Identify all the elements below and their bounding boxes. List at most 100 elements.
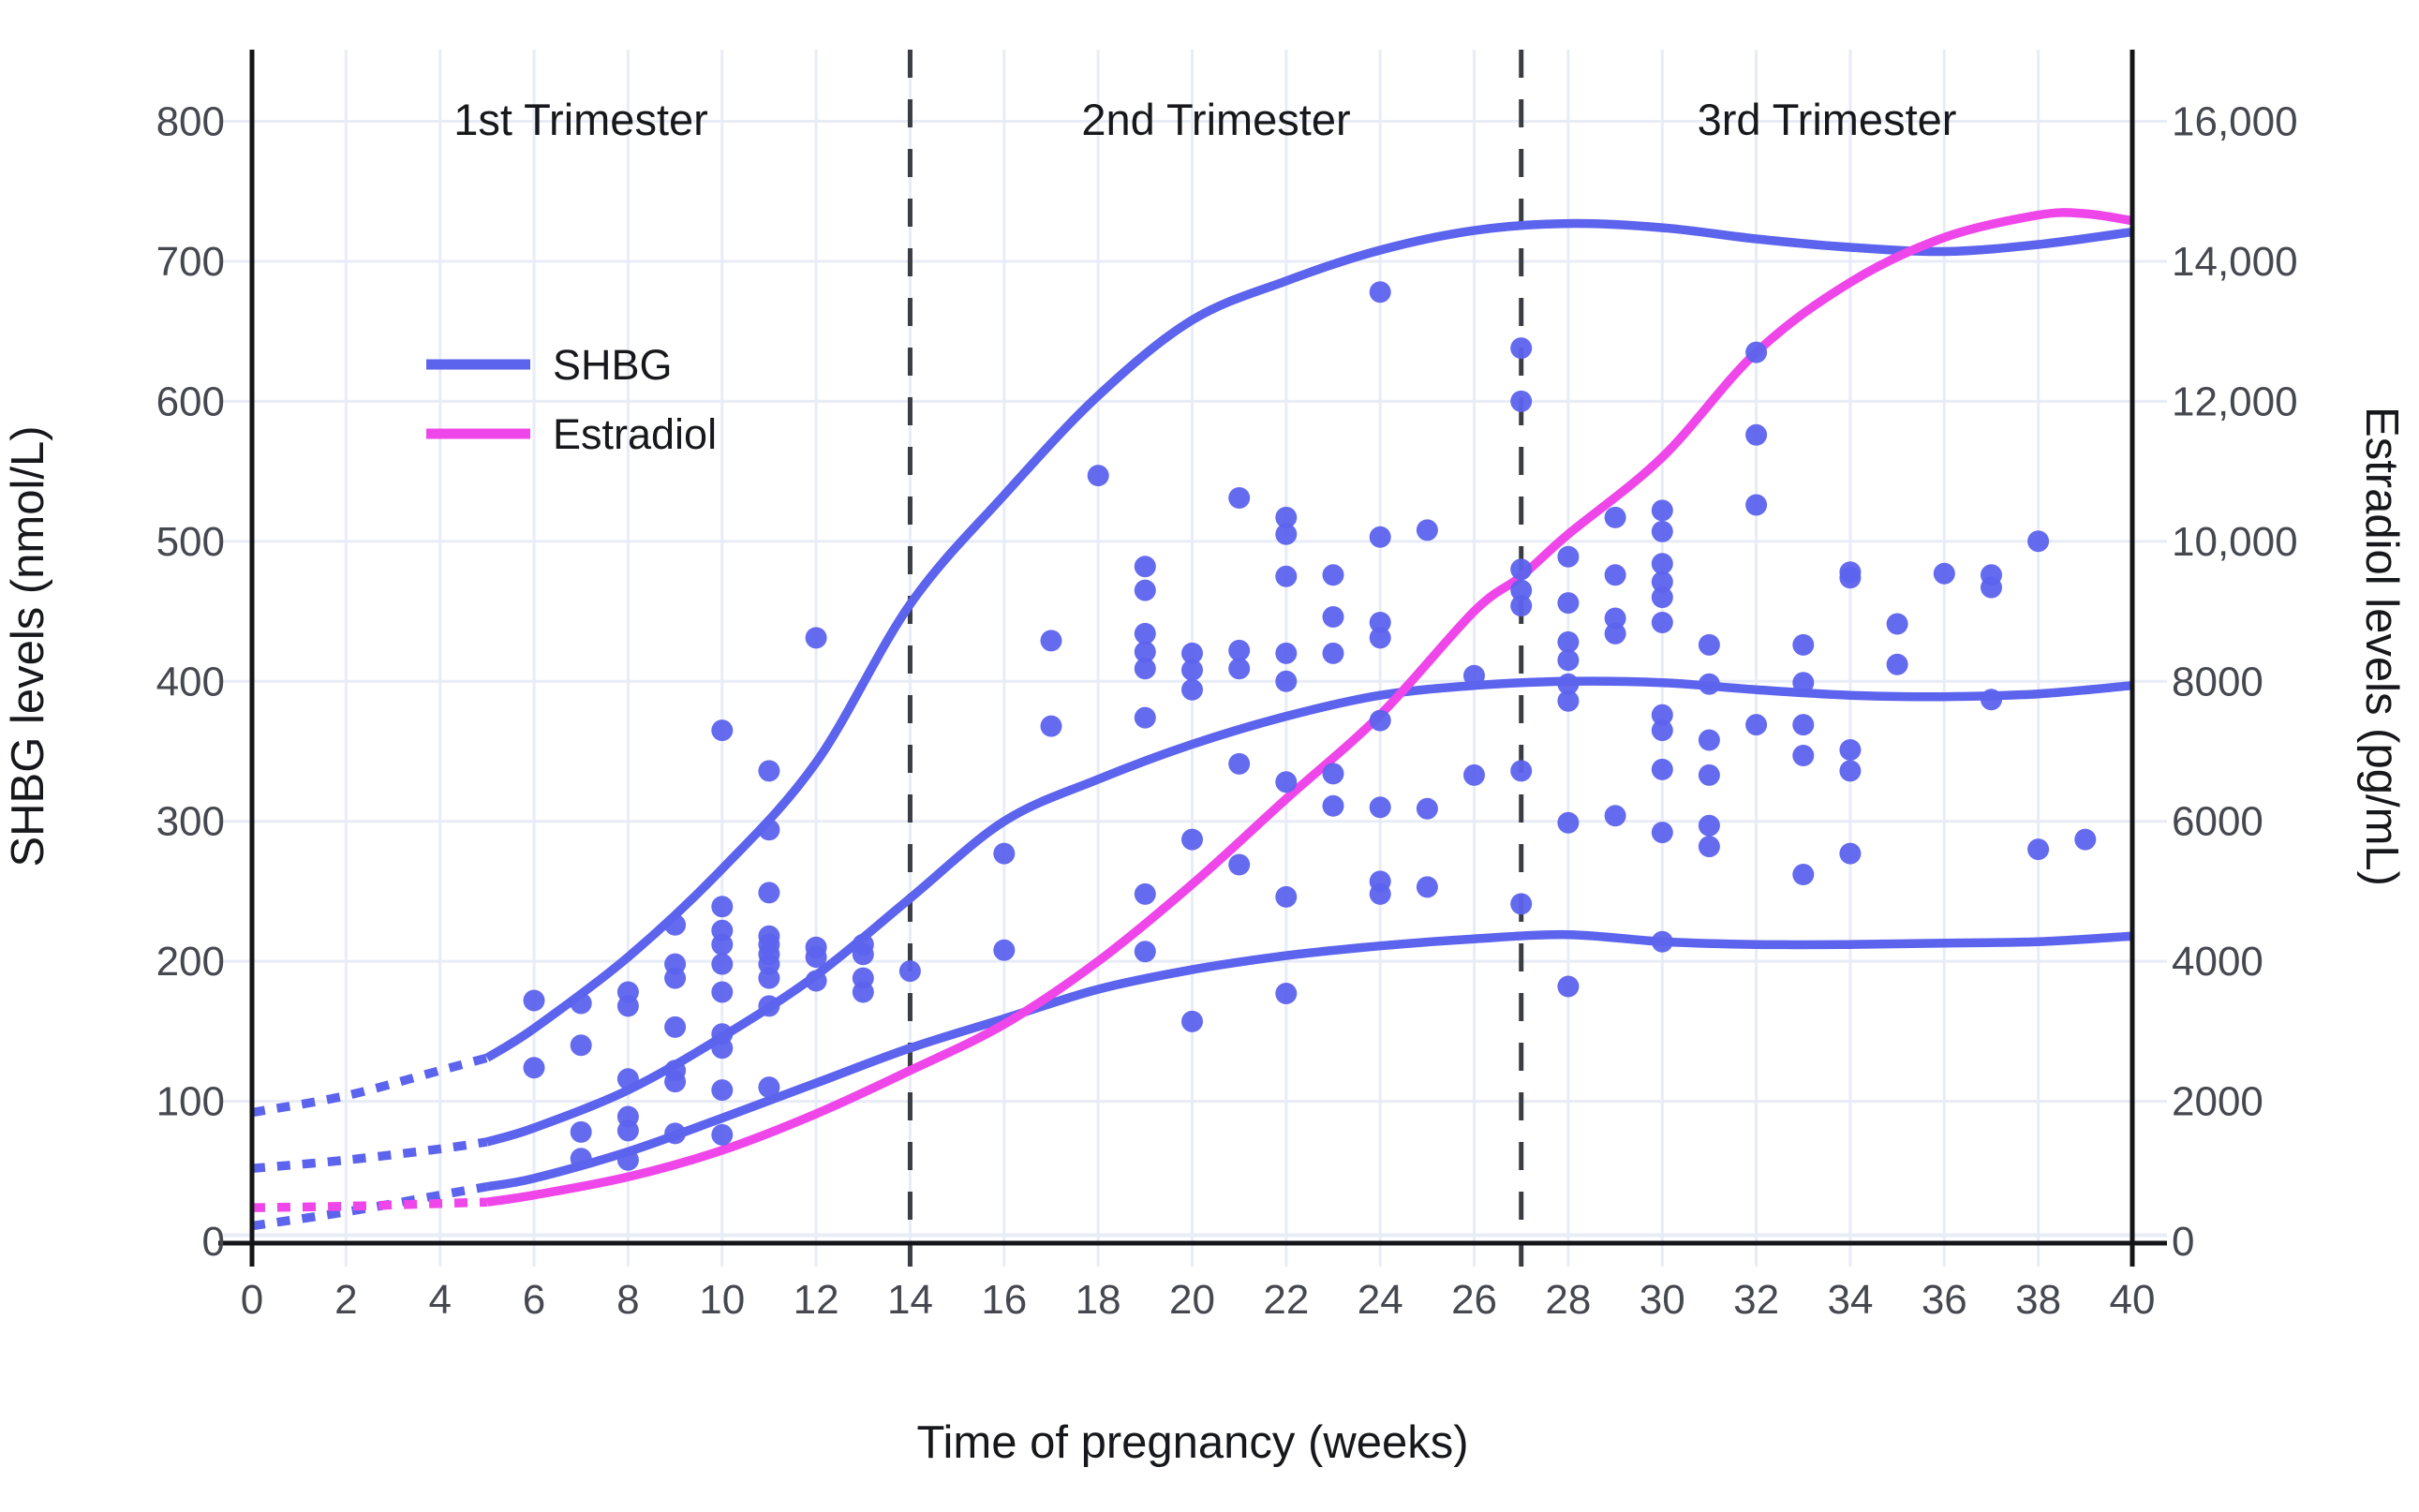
y-left-tick-label-100: 100 — [156, 1079, 225, 1125]
shbg-data-point — [1886, 613, 1908, 635]
shbg-data-point — [1604, 622, 1626, 645]
shbg-data-point — [1557, 975, 1580, 998]
shbg-data-point — [664, 913, 687, 936]
shbg-data-point — [570, 1034, 592, 1057]
shbg-data-point — [1228, 752, 1251, 775]
shbg-data-point — [1839, 760, 1862, 782]
x-tick-label-22: 22 — [1263, 1277, 1309, 1323]
y-left-tick-label-700: 700 — [156, 239, 225, 285]
shbg-data-point — [1651, 719, 1673, 742]
shbg-data-point — [1181, 659, 1203, 681]
y-left-tick-label-500: 500 — [156, 519, 225, 565]
shbg-data-point — [1134, 579, 1156, 601]
shbg-data-point — [1698, 729, 1720, 751]
shbg-data-point — [1792, 714, 1815, 736]
shbg-data-point — [1981, 576, 2002, 599]
x-tick-label-26: 26 — [1451, 1277, 1497, 1323]
shbg-data-point — [570, 992, 592, 1015]
shbg-data-point — [1510, 760, 1533, 782]
shbg-data-point — [1557, 545, 1580, 568]
shbg-data-point — [1322, 642, 1344, 664]
shbg-data-point — [1651, 499, 1673, 522]
shbg-data-point — [805, 627, 827, 649]
shbg-data-point — [1416, 519, 1438, 541]
x-axis-title: Time of pregnancy (weeks) — [916, 1417, 1468, 1468]
gridlines — [218, 50, 2167, 1267]
x-tick-label-24: 24 — [1358, 1277, 1403, 1323]
shbg-scatter-points — [523, 281, 2097, 1171]
legend-estradiol-label: Estradiol — [553, 410, 717, 458]
shbg-data-point — [1275, 523, 1298, 545]
shbg-data-point — [711, 1037, 734, 1060]
x-tick-label-36: 36 — [1922, 1277, 1967, 1323]
shbg-data-point — [758, 995, 780, 1017]
y-left-tick-label-200: 200 — [156, 939, 225, 985]
shbg-data-point — [1416, 797, 1438, 820]
shbg-data-point — [1134, 622, 1156, 645]
shbg-data-point — [1369, 882, 1391, 905]
x-tick-label-2: 2 — [334, 1277, 357, 1323]
shbg-data-point — [1275, 670, 1298, 692]
shbg-data-point — [616, 1149, 639, 1171]
y-right-tick-label-6000: 6000 — [2172, 799, 2263, 845]
shbg-data-point — [1134, 882, 1156, 905]
x-tick-label-38: 38 — [2015, 1277, 2061, 1323]
x-tick-label-10: 10 — [699, 1277, 745, 1323]
shbg-data-point — [1181, 828, 1203, 851]
y-axis-title-left: SHBG levels (nmol/L) — [3, 425, 53, 867]
legend: SHBG Estradiol — [426, 341, 717, 458]
shbg-data-point — [1698, 763, 1720, 786]
shbg-lower-curve — [486, 929, 2133, 1192]
shbg-data-point — [758, 882, 780, 904]
shbg-data-point — [1181, 1010, 1203, 1032]
shbg-data-point — [1228, 853, 1251, 876]
shbg-data-point — [1839, 567, 1862, 589]
x-tick-label-16: 16 — [981, 1277, 1027, 1323]
shbg-data-point — [1557, 689, 1580, 712]
x-tick-label-14: 14 — [887, 1277, 933, 1323]
shbg-data-point — [523, 1057, 545, 1079]
shbg-data-point — [758, 819, 780, 841]
shbg-data-point — [1040, 715, 1062, 737]
shbg-data-point — [1134, 641, 1156, 663]
shbg-data-point — [1369, 627, 1391, 649]
tick-labels: 0 2 4 6 8 10 12 14 16 18 20 22 24 26 28 30 32 34 36 38 40010… — [156, 99, 2298, 1324]
shbg-data-point — [805, 970, 827, 992]
shbg-data-point — [1698, 673, 1720, 695]
shbg-data-point — [1228, 487, 1251, 509]
shbg-data-point — [1604, 607, 1626, 630]
shbg-data-point — [1698, 633, 1720, 656]
shbg-data-point — [1275, 565, 1298, 587]
shbg-data-point — [1275, 885, 1298, 908]
legend-shbg-label: SHBG — [553, 341, 673, 389]
x-tick-label-40: 40 — [2110, 1277, 2156, 1323]
shbg-data-point — [1181, 642, 1203, 664]
shbg-data-point — [993, 842, 1016, 865]
shbg-data-point — [711, 981, 734, 1003]
y-right-tick-label-2000: 2000 — [2172, 1079, 2263, 1125]
shbg-data-point — [1604, 564, 1626, 586]
x-tick-label-30: 30 — [1640, 1277, 1685, 1323]
shbg-data-point — [664, 967, 687, 989]
shbg-data-point — [1792, 864, 1815, 885]
y-left-tick-label-800: 800 — [156, 99, 225, 145]
x-tick-label-4: 4 — [428, 1277, 451, 1323]
shbg-data-point — [616, 1119, 639, 1142]
shbg-data-point — [1510, 595, 1533, 617]
shbg-data-point — [1087, 465, 1109, 487]
shbg-data-point — [2074, 828, 2097, 851]
x-tick-label-20: 20 — [1169, 1277, 1215, 1323]
shbg-data-point — [1181, 678, 1203, 701]
estradiol-curve-dotted — [251, 1197, 488, 1212]
shbg-data-point — [1604, 805, 1626, 827]
shbg-data-point — [1792, 672, 1815, 694]
shbg-data-point — [1510, 337, 1533, 360]
shbg-data-point — [711, 1123, 734, 1146]
shbg-data-point — [664, 1015, 687, 1038]
shbg-data-point — [664, 1122, 687, 1145]
shbg-data-point — [1322, 564, 1344, 586]
shbg-data-point — [2027, 530, 2050, 553]
shbg-data-point — [570, 1148, 592, 1170]
shbg-data-point — [1416, 876, 1438, 898]
y-right-tick-label-12000: 12,000 — [2172, 378, 2298, 424]
